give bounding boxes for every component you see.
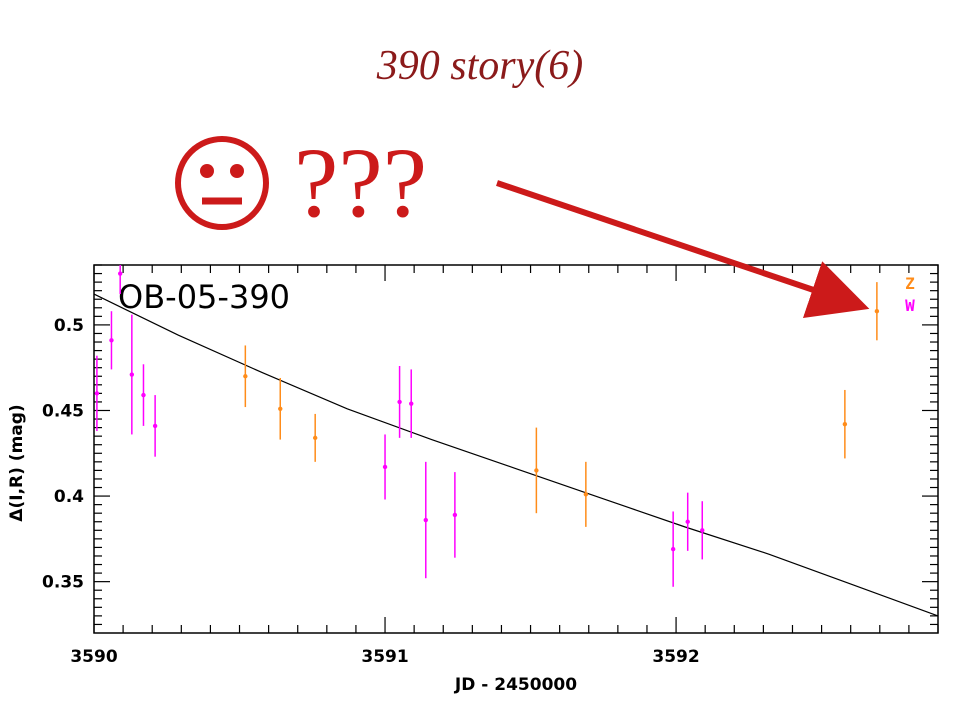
data-point-z (842, 389, 848, 459)
slide-title: 390 story(6) (376, 43, 584, 89)
x-tick-label: 3591 (361, 647, 408, 667)
data-point-w (397, 365, 402, 438)
x-tick-labels: 3590 3591 3592 (70, 647, 699, 667)
data-point-w (382, 434, 388, 500)
y-axis-label: Δ(I,R) (mag) (7, 404, 27, 521)
data-point-z (312, 413, 318, 462)
y-tick-labels: 0.35 0.4 0.45 0.5 (42, 316, 84, 593)
data-point-z (874, 282, 880, 341)
reaction-group: ??? (172, 128, 427, 238)
x-axis-label: JD - 2450000 (454, 675, 577, 695)
model-curve (93, 293, 939, 617)
data-point-w (409, 369, 414, 438)
neutral-face-icon (175, 136, 269, 230)
legend-entry-z: Z (905, 274, 915, 293)
y-tick-label: 0.35 (42, 573, 84, 593)
data-point-w (452, 472, 458, 558)
data-point-z (243, 345, 248, 408)
x-tick-label: 3592 (652, 647, 699, 667)
data-point-w (700, 501, 705, 560)
tick-marks (93, 264, 939, 633)
annotation-arrow (496, 180, 870, 319)
data-point-w (141, 364, 146, 426)
question-marks: ??? (294, 127, 428, 238)
data-point-w (423, 461, 428, 579)
data-point-w (94, 355, 100, 432)
data-point-w (109, 311, 114, 370)
data-points (94, 265, 880, 587)
x-tick-label: 3590 (70, 647, 117, 667)
data-point-w (670, 511, 676, 587)
y-tick-label: 0.5 (54, 316, 84, 336)
legend-entry-w: W (905, 296, 915, 315)
data-point-w (129, 314, 135, 435)
legend: ZW (905, 274, 915, 315)
chart-title: OB-05-390 (118, 278, 290, 316)
data-point-w (117, 265, 123, 295)
data-point-z (278, 377, 283, 440)
data-point-w (152, 395, 158, 457)
data-point-z (534, 427, 539, 514)
plot-frame (93, 264, 939, 634)
y-tick-label: 0.4 (54, 487, 84, 507)
data-point-z (583, 461, 589, 527)
data-point-w (685, 492, 690, 551)
y-tick-label: 0.45 (42, 401, 84, 421)
